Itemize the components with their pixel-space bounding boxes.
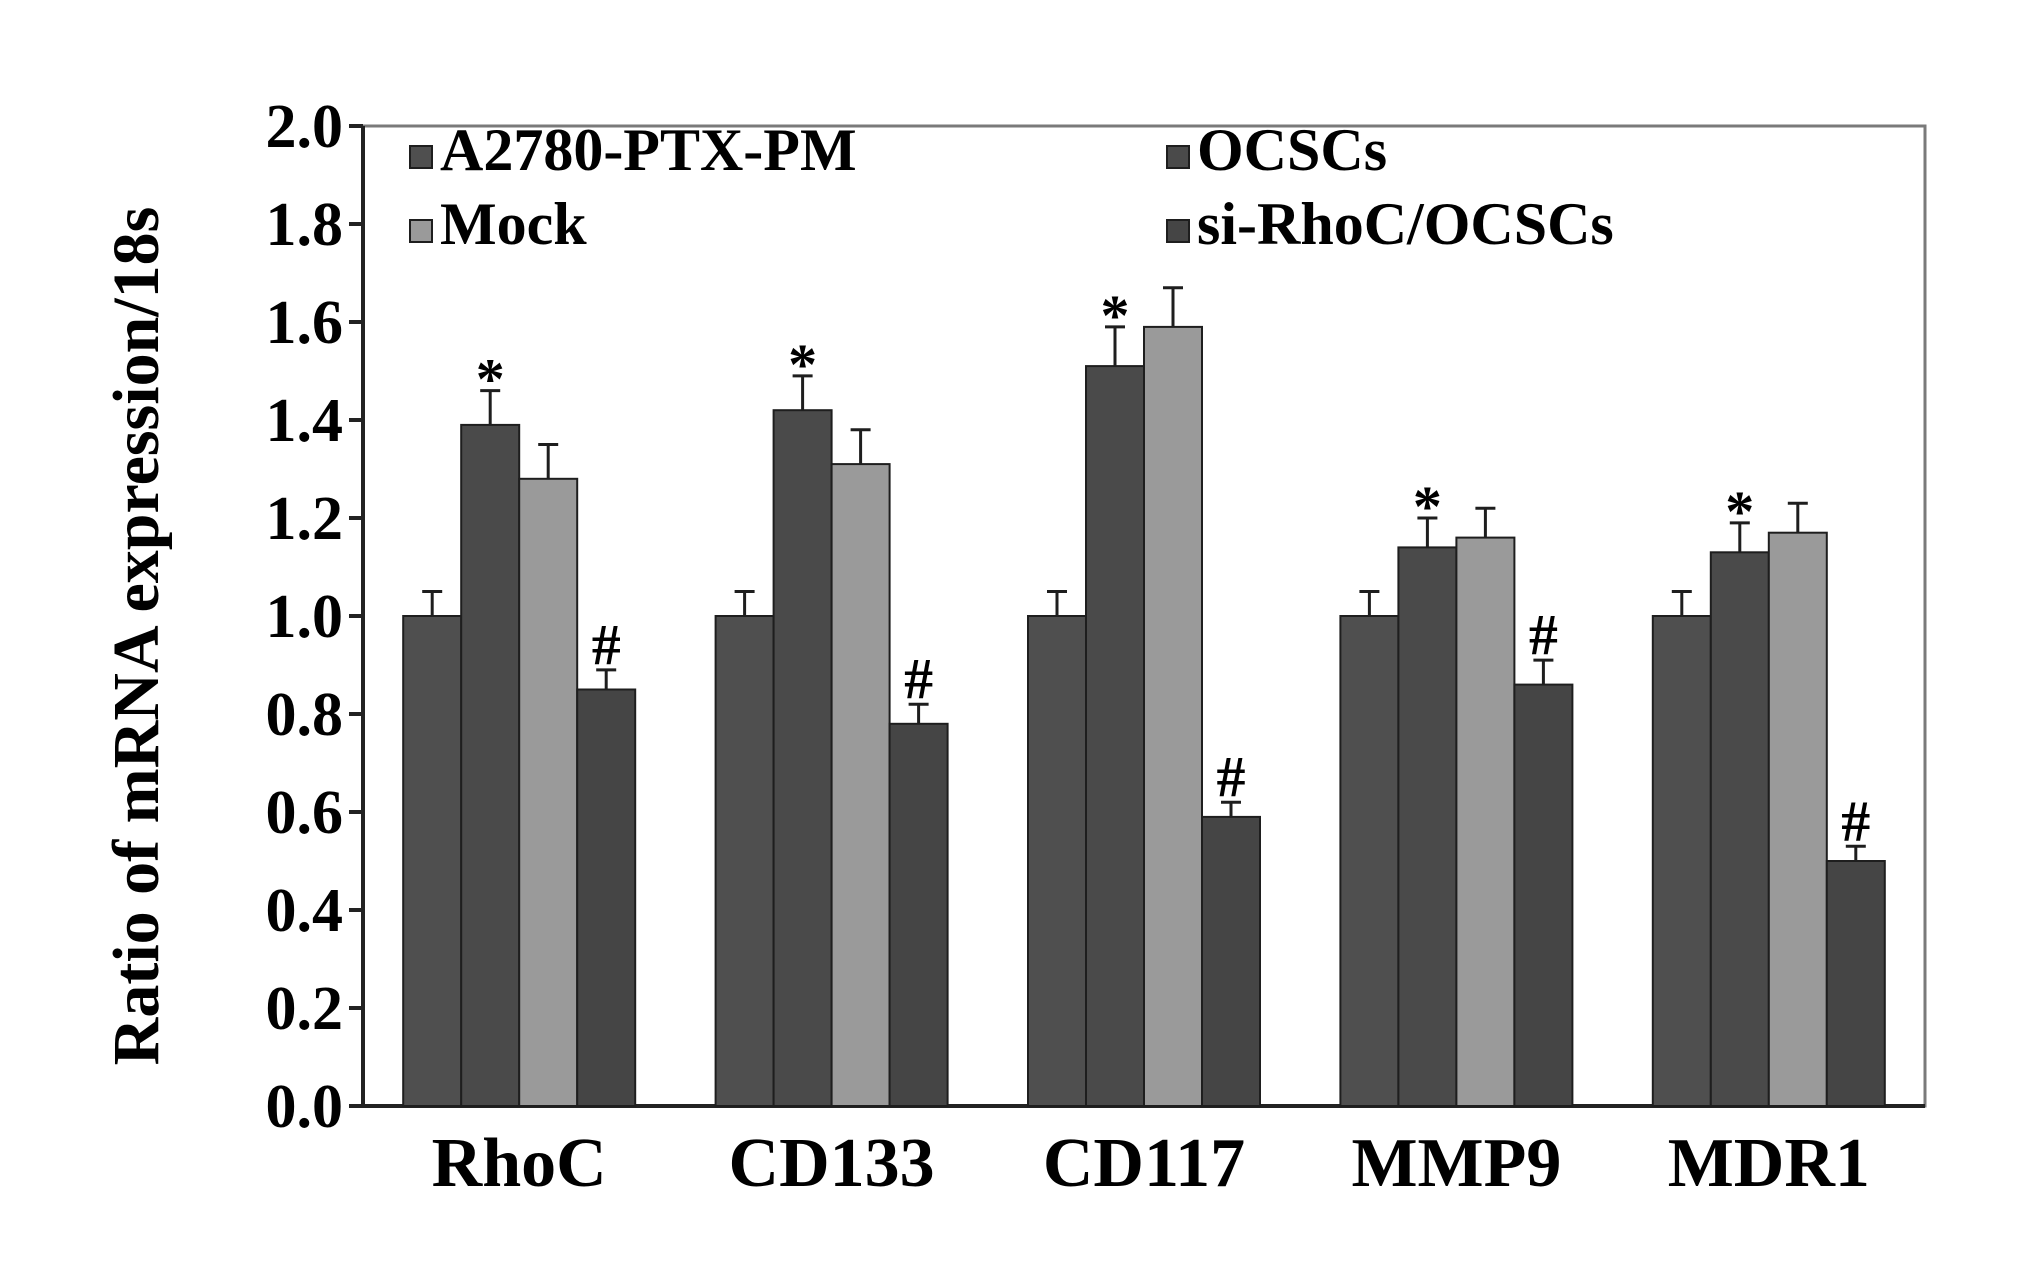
y-tick-label: 0.2 (266, 975, 344, 1043)
significance-star: * (1413, 474, 1442, 539)
bar-cd117-3 (1143, 325, 1203, 1107)
x-axis-categories: RhoC CD133 CD117 MMP9 MDR1 (432, 1125, 1870, 1202)
legend-label: OCSCs (1197, 117, 1387, 183)
y-tick-label: 0.6 (266, 779, 344, 847)
bar-rhoc-3 (518, 477, 579, 1107)
legend-label: Mock (440, 191, 587, 257)
bar-mdr1-2 (1709, 551, 1770, 1107)
bar-cd133-3 (830, 463, 891, 1108)
bar-cd133-4 (888, 722, 949, 1107)
significance-annotations: * # * # * # * # * # (476, 283, 1871, 853)
y-tick-label: 1.8 (266, 191, 344, 259)
bar-mmp9-3 (1455, 536, 1516, 1107)
y-axis-label-group: Ratio of mRNA expression/18s (100, 207, 173, 1066)
significance-star: * (1101, 283, 1130, 348)
bar-cd117-4 (1201, 815, 1261, 1108)
legend-label: A2780-PTX-PM (440, 117, 857, 183)
y-tick-label: 0.0 (266, 1073, 344, 1141)
legend: A2780-PTX-PM OCSCs Mock si-RhoC/OCSCs (409, 117, 1614, 257)
bar-mdr1-3 (1767, 531, 1828, 1107)
x-category-label: MDR1 (1668, 1125, 1870, 1202)
significance-star: * (1725, 479, 1754, 544)
y-tick-label: 1.2 (266, 485, 344, 553)
bar-mmp9-2 (1397, 546, 1458, 1107)
significance-hash: # (592, 612, 621, 677)
y-tick-label: 0.8 (266, 681, 344, 749)
bar-cd133-2 (772, 409, 833, 1107)
significance-hash: # (1841, 788, 1870, 853)
bar-rhoc-2 (460, 423, 521, 1107)
x-category-label: MMP9 (1351, 1125, 1561, 1202)
bar-mmp9-4 (1513, 683, 1574, 1107)
legend-swatch (1166, 219, 1190, 243)
bar-cd117-1 (1027, 615, 1087, 1107)
bar-mmp9-1 (1339, 615, 1400, 1107)
y-tick-label: 1.0 (266, 583, 344, 651)
y-axis-ticks: 0.0 0.2 0.4 0.6 0.8 1.0 1.2 1.4 1.6 1.8 2.0 (266, 93, 363, 1141)
bar-rhoc-1 (402, 615, 463, 1107)
error-bars-group (422, 286, 1866, 861)
y-axis-title: Ratio of mRNA expression/18s (100, 207, 173, 1066)
significance-hash: # (1529, 602, 1558, 667)
bar-cd133-1 (714, 615, 775, 1107)
significance-star: * (476, 347, 505, 412)
bar-rhoc-4 (576, 688, 637, 1107)
bar-mdr1-1 (1651, 615, 1712, 1107)
y-tick-label: 2.0 (266, 93, 344, 161)
bar-mdr1-4 (1825, 860, 1886, 1107)
x-category-label: CD117 (1043, 1125, 1245, 1202)
y-tick-label: 1.6 (266, 289, 344, 357)
legend-swatch (409, 219, 433, 243)
significance-hash: # (1217, 744, 1246, 809)
x-category-label: CD133 (729, 1125, 935, 1202)
y-tick-label: 1.4 (266, 387, 344, 455)
significance-hash: # (904, 646, 933, 711)
x-category-label: RhoC (432, 1125, 607, 1202)
bars-group (402, 325, 1886, 1108)
significance-star: * (788, 332, 817, 397)
y-tick-label: 0.4 (266, 877, 344, 945)
legend-swatch (409, 145, 433, 169)
legend-label: si-RhoC/OCSCs (1197, 191, 1614, 257)
legend-swatch (1166, 145, 1190, 169)
bar-cd117-2 (1085, 365, 1145, 1108)
